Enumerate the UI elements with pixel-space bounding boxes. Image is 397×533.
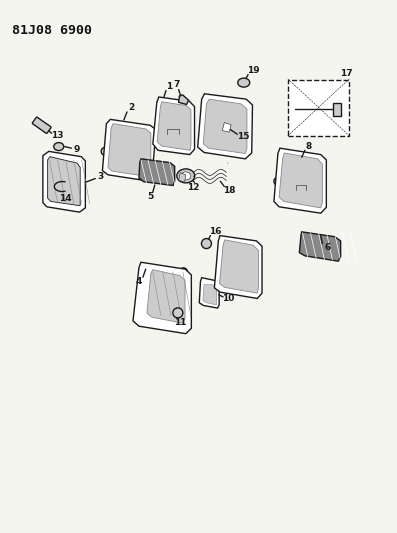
Polygon shape xyxy=(203,285,217,305)
Ellipse shape xyxy=(101,147,109,156)
Text: 1: 1 xyxy=(166,82,172,91)
Polygon shape xyxy=(147,270,185,323)
Text: 19: 19 xyxy=(247,66,260,75)
Polygon shape xyxy=(133,262,191,334)
Polygon shape xyxy=(274,148,326,213)
Text: 81J08 6900: 81J08 6900 xyxy=(12,24,92,37)
Ellipse shape xyxy=(54,142,64,151)
Text: 3: 3 xyxy=(97,173,103,181)
Polygon shape xyxy=(108,124,151,176)
Polygon shape xyxy=(203,99,247,154)
Text: 15: 15 xyxy=(237,132,250,141)
Text: 13: 13 xyxy=(51,132,64,140)
Ellipse shape xyxy=(177,169,195,183)
Polygon shape xyxy=(153,97,195,155)
Text: 17: 17 xyxy=(340,69,353,78)
Text: 8: 8 xyxy=(306,142,312,151)
Polygon shape xyxy=(220,240,258,293)
Text: 4: 4 xyxy=(136,278,142,286)
Text: 12: 12 xyxy=(187,183,200,192)
Polygon shape xyxy=(214,236,262,298)
Polygon shape xyxy=(179,95,189,104)
Text: 16: 16 xyxy=(209,227,222,236)
Polygon shape xyxy=(279,153,322,208)
Ellipse shape xyxy=(181,172,191,180)
Polygon shape xyxy=(102,119,156,181)
Text: 14: 14 xyxy=(59,194,72,203)
Text: 10: 10 xyxy=(222,294,235,303)
Text: 5: 5 xyxy=(147,192,153,200)
Ellipse shape xyxy=(289,104,300,114)
FancyBboxPatch shape xyxy=(288,80,349,136)
Polygon shape xyxy=(222,123,231,132)
Polygon shape xyxy=(299,232,341,261)
Ellipse shape xyxy=(173,308,183,318)
Polygon shape xyxy=(198,94,252,159)
Text: 11: 11 xyxy=(173,318,186,327)
Polygon shape xyxy=(179,173,186,182)
Polygon shape xyxy=(139,159,175,185)
Text: 6: 6 xyxy=(324,244,331,252)
Ellipse shape xyxy=(179,268,187,276)
Text: 2: 2 xyxy=(128,103,134,112)
FancyBboxPatch shape xyxy=(33,117,51,133)
Polygon shape xyxy=(43,151,85,212)
Ellipse shape xyxy=(274,177,282,185)
Text: 18: 18 xyxy=(223,186,236,195)
Polygon shape xyxy=(48,157,80,206)
Ellipse shape xyxy=(238,78,250,87)
Polygon shape xyxy=(199,278,219,308)
Text: 7: 7 xyxy=(173,80,180,88)
Ellipse shape xyxy=(201,239,212,248)
Text: 9: 9 xyxy=(73,145,79,154)
Polygon shape xyxy=(157,102,191,150)
Polygon shape xyxy=(333,103,341,116)
